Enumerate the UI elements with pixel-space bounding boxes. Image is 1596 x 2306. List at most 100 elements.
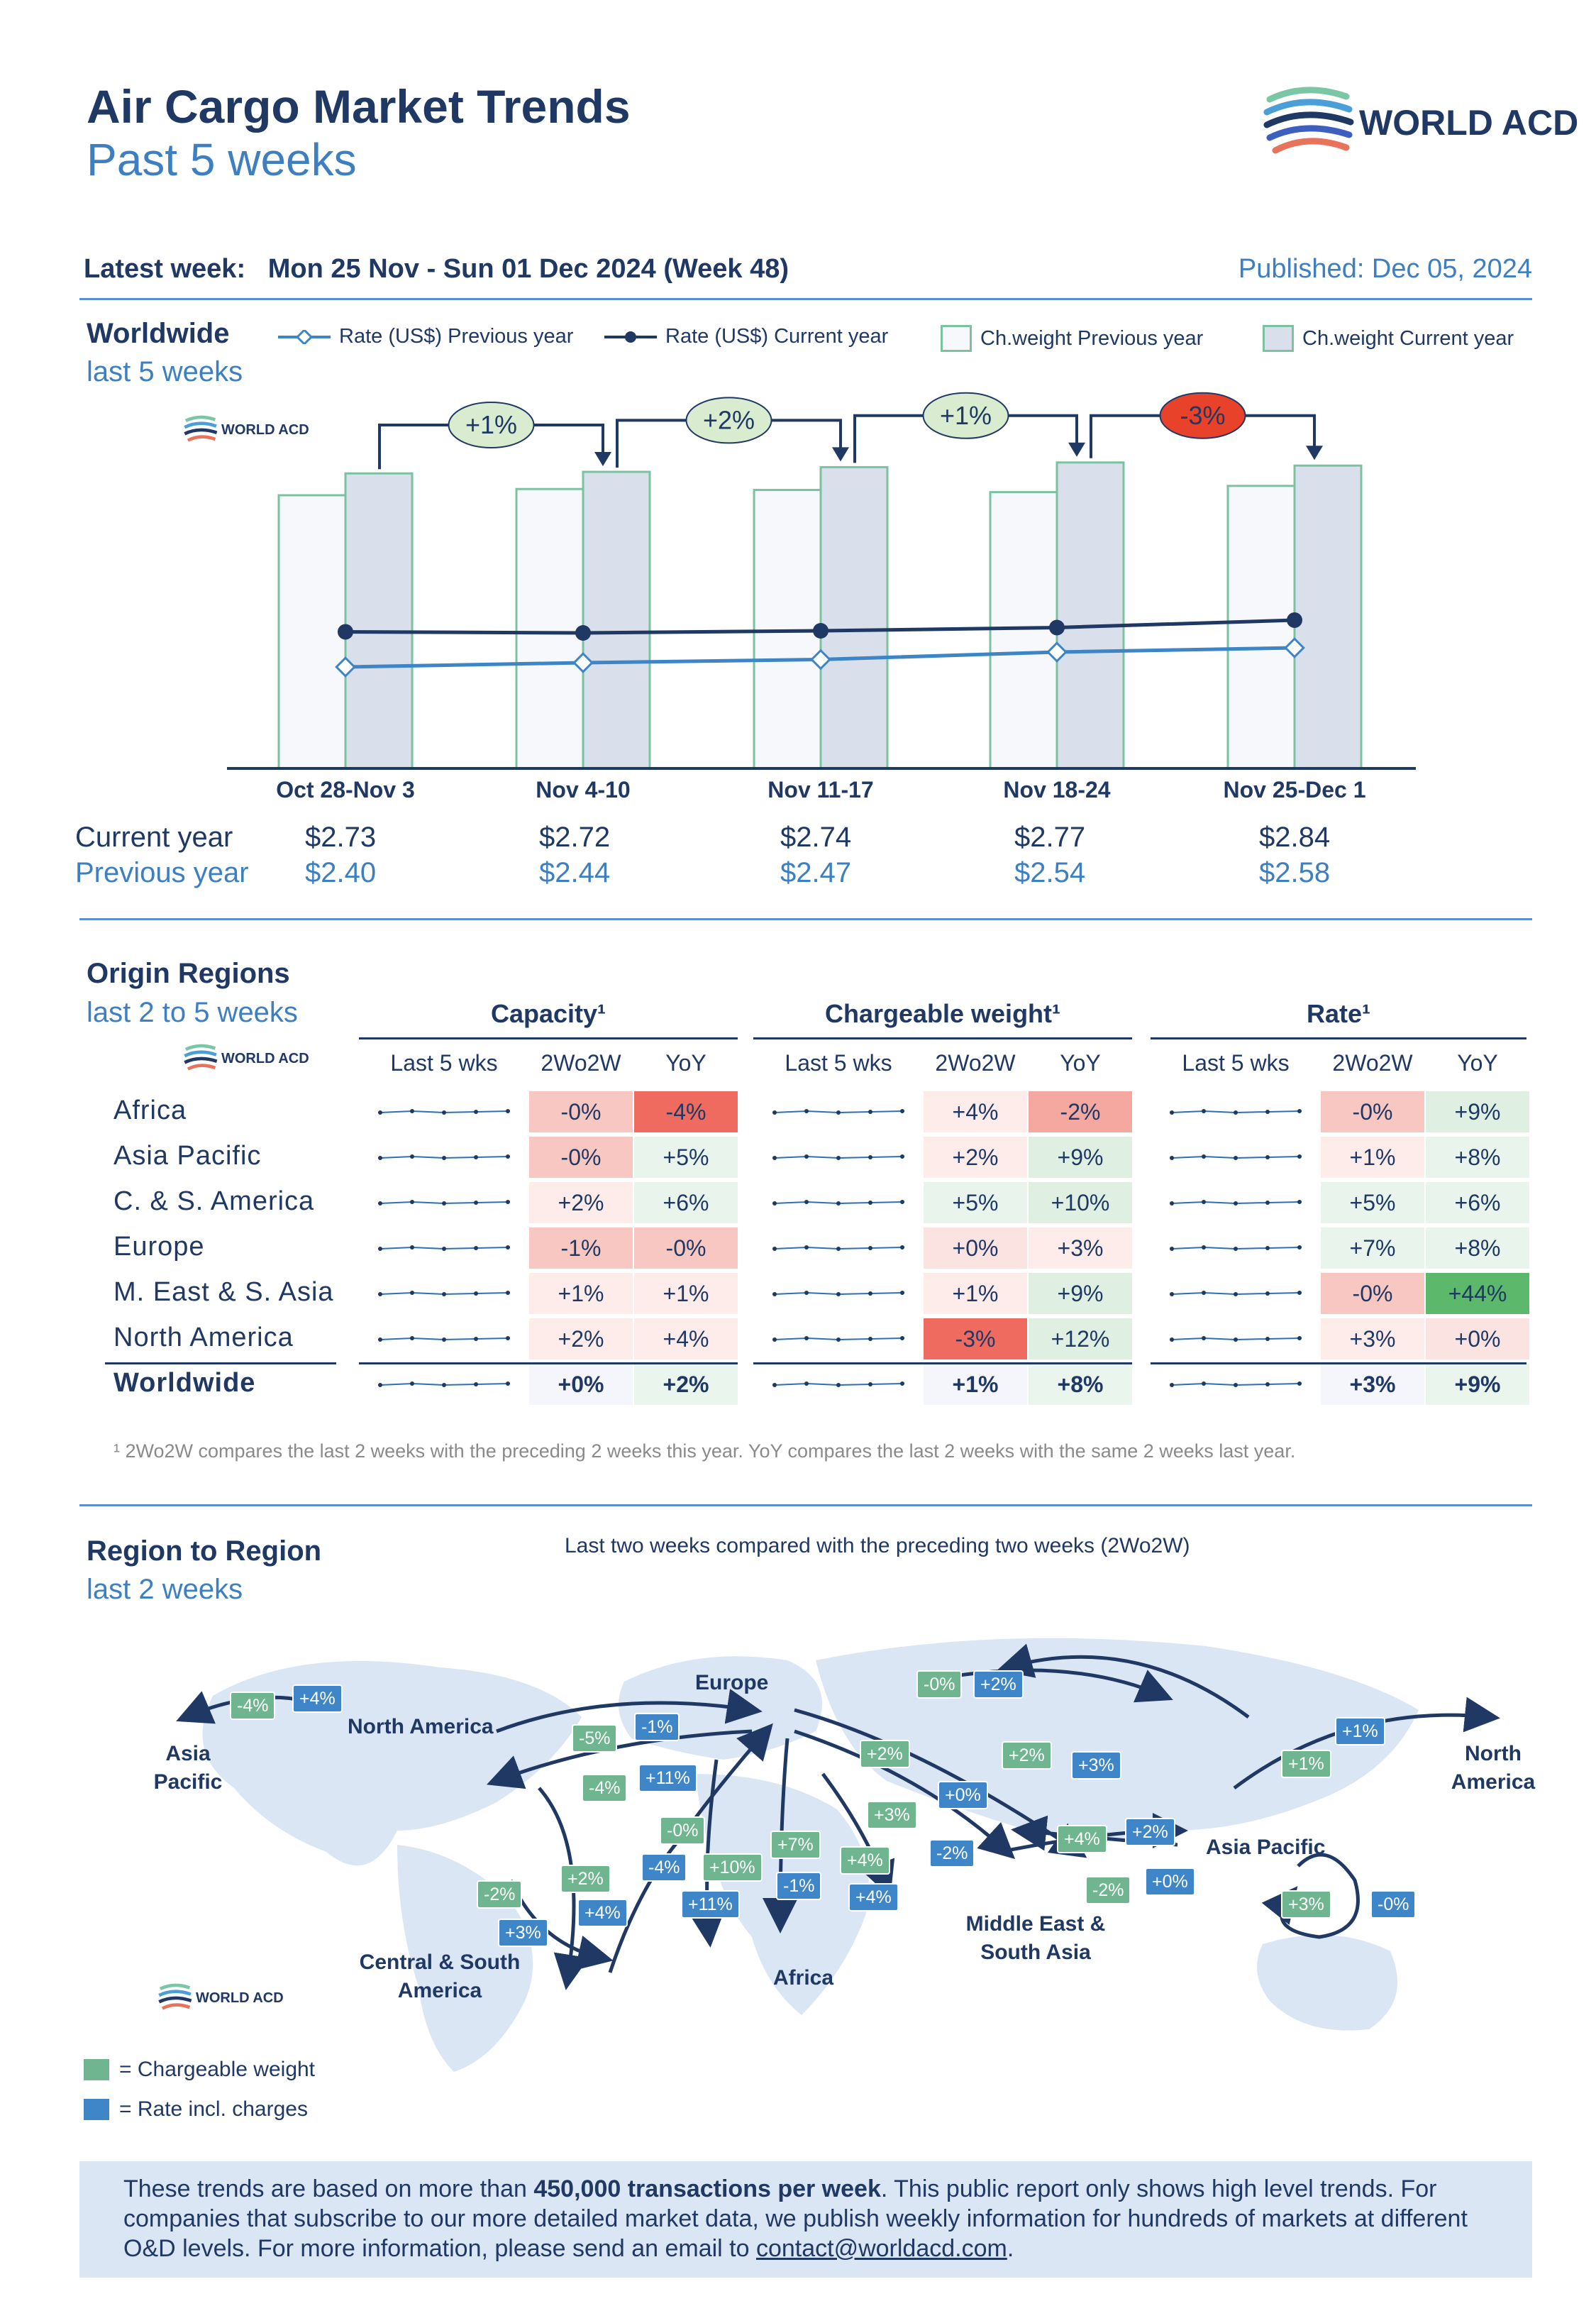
rate-prev-point — [572, 652, 594, 673]
region-asia-pacific-left: Asia Pacific — [153, 1742, 223, 1794]
cw-change-tag: -2% — [477, 1880, 523, 1909]
cell-yoy: +8% — [1029, 1364, 1132, 1405]
price-previous: $2.44 — [539, 857, 611, 888]
legend-cw-cur: Ch.weight Current year — [1263, 325, 1514, 352]
origin-logo: WORLD ACD — [183, 1043, 309, 1074]
legend-line-cur-icon — [604, 331, 657, 343]
sparkline — [772, 1381, 904, 1387]
region-title: Region to Region — [87, 1535, 322, 1567]
cell-yoy: +6% — [634, 1182, 738, 1223]
cw-change-tag: -2% — [1085, 1876, 1131, 1904]
group-rule — [753, 1037, 1132, 1039]
logo-text: WORLD ACD — [1359, 103, 1579, 143]
col-header-2wo2w: 2Wo2W — [541, 1050, 621, 1076]
cell-yoy: -0% — [634, 1228, 738, 1269]
rate-change-tag: +0% — [938, 1781, 988, 1809]
x-tick-label: Oct 28-Nov 3 — [276, 777, 415, 802]
sparkline — [772, 1291, 904, 1296]
origin-row-label: M. East & S. Asia — [113, 1277, 334, 1307]
col-header-yoy: YoY — [665, 1050, 706, 1076]
rate-change-tag: +11% — [638, 1764, 697, 1792]
group-header: Chargeable weight¹ — [824, 999, 1061, 1028]
cell-yoy: +9% — [1426, 1364, 1529, 1405]
sparkline — [378, 1381, 510, 1387]
sparkline — [1170, 1336, 1302, 1342]
cw-change-tag: +3% — [867, 1801, 917, 1829]
cell-yoy: +6% — [1426, 1182, 1529, 1223]
region-africa: Africa — [773, 1966, 834, 1990]
origin-row-label: C. & S. America — [113, 1186, 315, 1216]
logo-swoosh-small-icon — [184, 1044, 218, 1071]
bar-cw-cur — [1055, 461, 1125, 770]
rate-cur-point — [338, 624, 353, 640]
ww-rule — [1151, 1362, 1526, 1364]
origin-row-label: North America — [113, 1323, 294, 1352]
contact-email-link[interactable]: contact@worldacd.com — [755, 2235, 1007, 2262]
cell-2wo2w: +1% — [529, 1273, 633, 1314]
origin-row-label: Africa — [113, 1096, 187, 1125]
previous-year-label: Previous year — [75, 857, 249, 888]
sparkline — [772, 1336, 904, 1342]
origin-row-label: Worldwide — [113, 1368, 256, 1398]
map-title: Last two weeks compared with the precedi… — [565, 1534, 1190, 1557]
cell-2wo2w: +2% — [529, 1182, 633, 1223]
cw-change-tag: +4% — [840, 1846, 890, 1875]
group-rule — [1151, 1037, 1526, 1039]
x-tick-label: Nov 25-Dec 1 — [1223, 777, 1366, 802]
group-header: Rate¹ — [1306, 999, 1371, 1028]
sparkline — [772, 1200, 904, 1206]
rate-change-tag: -0% — [1370, 1890, 1417, 1919]
ww-rule — [105, 1362, 336, 1364]
rate-prev-point — [1284, 637, 1305, 658]
price-current: $2.77 — [1014, 822, 1086, 853]
rate-cur-point — [575, 625, 591, 641]
sparkline — [378, 1291, 510, 1296]
origin-row-label: Asia Pacific — [113, 1141, 262, 1171]
divider — [79, 918, 1532, 920]
worldwide-title: Worldwide — [87, 318, 230, 349]
cell-2wo2w: -0% — [1321, 1273, 1424, 1314]
rate-cur-point — [813, 623, 829, 639]
cell-yoy: -4% — [634, 1091, 738, 1132]
cell-yoy: +5% — [634, 1137, 738, 1178]
footnote: ¹ 2Wo2W compares the last 2 weeks with t… — [113, 1440, 1296, 1462]
sparkline — [1170, 1381, 1302, 1387]
rate-change-tag: -2% — [929, 1839, 975, 1868]
cell-2wo2w: +5% — [924, 1182, 1027, 1223]
rate-change-tag: -1% — [776, 1872, 822, 1900]
page-subtitle: Past 5 weeks — [87, 134, 357, 185]
change-oval — [685, 397, 772, 444]
map-legend-rate: = Rate incl. charges — [84, 2097, 308, 2122]
cell-2wo2w: +3% — [1321, 1318, 1424, 1359]
sparkline — [378, 1109, 510, 1115]
col-header-sparkline: Last 5 wks — [1182, 1050, 1290, 1076]
legend-box-prev-icon — [941, 325, 972, 352]
cw-change-tag: +2% — [560, 1865, 611, 1893]
col-header-2wo2w: 2Wo2W — [1332, 1050, 1413, 1076]
world-map — [176, 1638, 1500, 2072]
cw-change-tag: -4% — [582, 1774, 628, 1802]
cell-yoy: +8% — [1426, 1228, 1529, 1269]
cell-2wo2w: +1% — [924, 1364, 1027, 1405]
change-label: +2% — [703, 405, 755, 434]
sparkline — [378, 1336, 510, 1342]
cell-yoy: +8% — [1426, 1137, 1529, 1178]
worldwide-chart: +1% +2% +1% -3% — [227, 392, 1416, 770]
price-current: $2.73 — [305, 822, 377, 853]
rate-change-tag: +0% — [1145, 1868, 1195, 1896]
cell-yoy: +0% — [1426, 1318, 1529, 1359]
sparkline — [378, 1154, 510, 1160]
sparkline — [1170, 1291, 1302, 1296]
legend-rate-cur: Rate (US$) Current year — [604, 325, 888, 348]
col-header-2wo2w: 2Wo2W — [935, 1050, 1016, 1076]
latest-week: Latest week: Mon 25 Nov - Sun 01 Dec 202… — [84, 254, 789, 285]
rate-change-tag: +2% — [1125, 1818, 1175, 1846]
price-previous: $2.58 — [1259, 857, 1331, 888]
change-arrow-icon — [1306, 446, 1323, 460]
ww-rule — [359, 1362, 738, 1364]
rate-change-tag: +4% — [292, 1684, 343, 1713]
rate-prev-point — [335, 656, 356, 678]
legend-line-prev-icon — [278, 329, 331, 344]
region-north-america-right: North America — [1451, 1742, 1536, 1794]
change-arrow-icon — [594, 452, 611, 466]
